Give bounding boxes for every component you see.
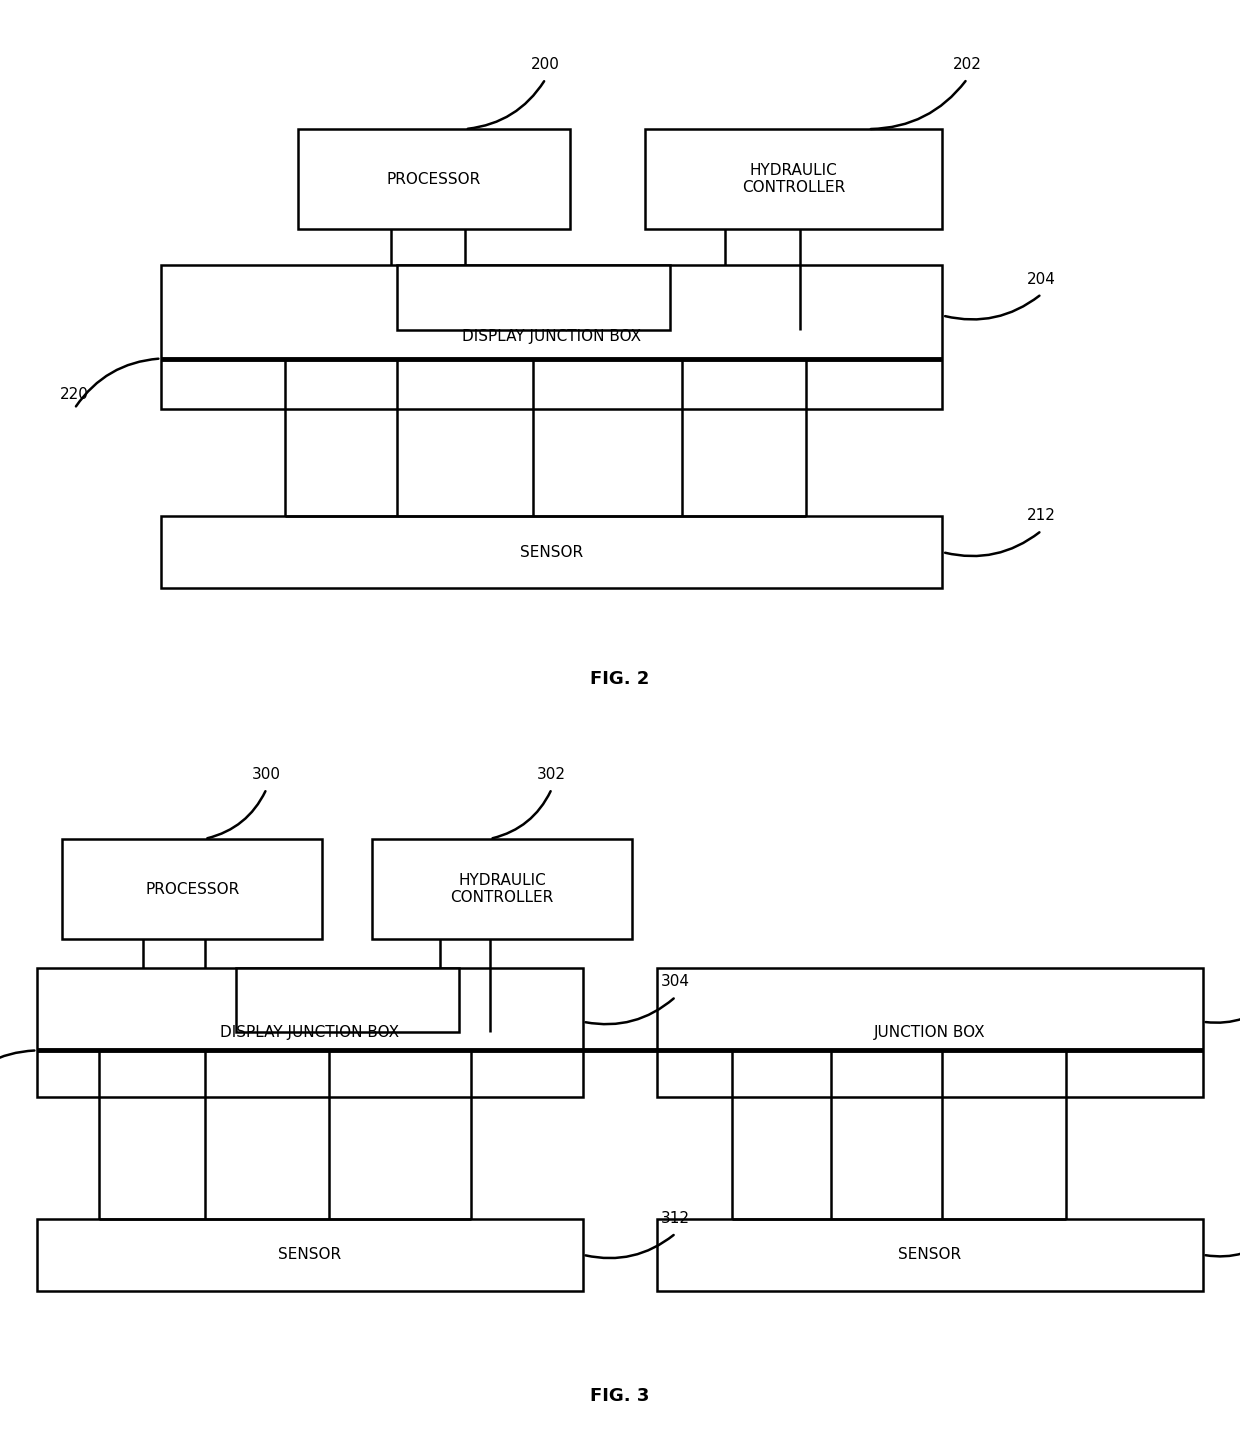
Text: SENSOR: SENSOR bbox=[279, 1248, 341, 1262]
Bar bbox=[62, 839, 322, 939]
Text: HYDRAULIC
CONTROLLER: HYDRAULIC CONTROLLER bbox=[742, 163, 846, 195]
Text: SENSOR: SENSOR bbox=[899, 1248, 961, 1262]
Text: 220: 220 bbox=[60, 387, 89, 402]
Text: HYDRAULIC
CONTROLLER: HYDRAULIC CONTROLLER bbox=[450, 873, 554, 905]
Text: JUNCTION BOX: JUNCTION BOX bbox=[874, 1025, 986, 1040]
Text: PROCESSOR: PROCESSOR bbox=[145, 882, 239, 896]
Text: 212: 212 bbox=[1027, 509, 1056, 523]
Text: PROCESSOR: PROCESSOR bbox=[387, 172, 481, 186]
Bar bbox=[161, 265, 942, 409]
Bar bbox=[372, 839, 632, 939]
Text: DISPLAY JUNCTION BOX: DISPLAY JUNCTION BOX bbox=[221, 1025, 399, 1040]
Text: DISPLAY JUNCTION BOX: DISPLAY JUNCTION BOX bbox=[463, 330, 641, 344]
Text: 300: 300 bbox=[252, 767, 281, 782]
Text: 200: 200 bbox=[531, 57, 560, 72]
Bar bbox=[657, 1219, 1203, 1291]
Text: FIG. 3: FIG. 3 bbox=[590, 1387, 650, 1405]
Bar bbox=[37, 1219, 583, 1291]
Text: 312: 312 bbox=[661, 1212, 691, 1226]
Bar bbox=[397, 265, 670, 330]
Bar bbox=[236, 968, 459, 1032]
Text: 304: 304 bbox=[661, 975, 691, 989]
Text: 302: 302 bbox=[537, 767, 567, 782]
Bar bbox=[657, 968, 1203, 1097]
Bar bbox=[298, 129, 570, 229]
Bar bbox=[37, 968, 583, 1097]
Text: 202: 202 bbox=[952, 57, 982, 72]
Bar bbox=[161, 516, 942, 588]
Text: FIG. 2: FIG. 2 bbox=[590, 670, 650, 688]
Bar bbox=[645, 129, 942, 229]
Text: 204: 204 bbox=[1027, 272, 1056, 287]
Text: SENSOR: SENSOR bbox=[521, 545, 583, 559]
